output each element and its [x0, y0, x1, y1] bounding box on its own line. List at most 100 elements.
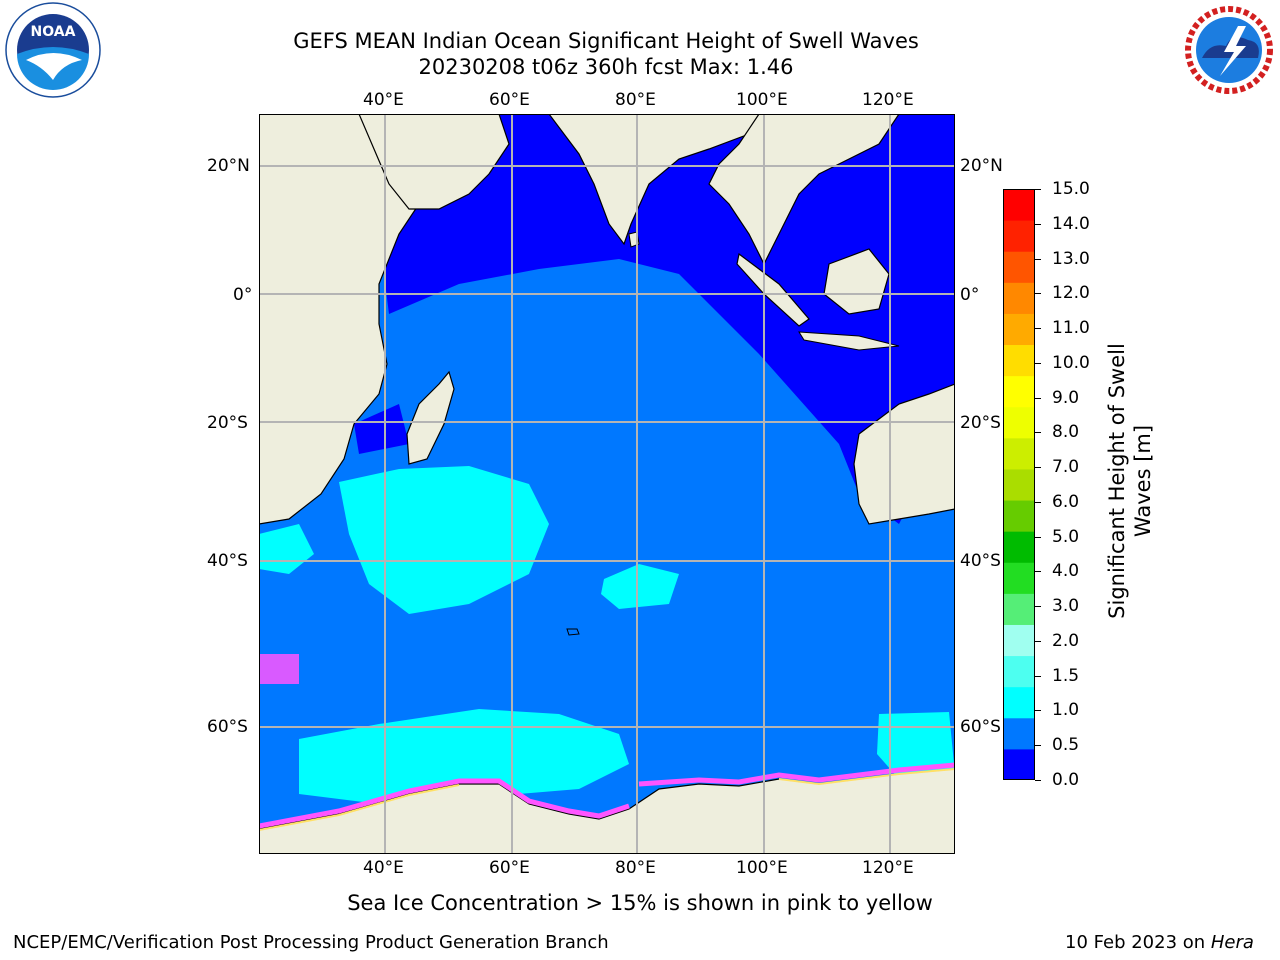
colorbar-segment [1003, 562, 1035, 594]
colorbar-tick-mark [1035, 362, 1041, 364]
colorbar-tick-label: 14.0 [1052, 213, 1090, 234]
colorbar-tick-label: 2.0 [1052, 630, 1080, 651]
colorbar-tick-mark [1035, 432, 1041, 434]
land-java [798, 331, 900, 351]
colorbar-tick-mark [1035, 293, 1041, 295]
colorbar-segment [1003, 406, 1035, 439]
colorbar-tick-mark [1035, 397, 1041, 399]
colorbar-segment [1003, 313, 1035, 346]
colorbar-segment [1003, 655, 1035, 688]
lat-label-left-20n: 20°N [207, 156, 250, 176]
lat-label-right-60s: 60°S [960, 717, 1001, 737]
colorbar-svg [1003, 189, 1035, 781]
colorbar-tick-label: 0.5 [1052, 735, 1080, 756]
land-se-asia [708, 113, 901, 266]
colorbar-segment [1003, 531, 1035, 563]
colorbar-segment [1003, 189, 1035, 221]
colorbar-frame [1003, 189, 1035, 780]
noaa-logo-text: NOAA [31, 24, 76, 40]
colorbar-tick-mark [1035, 189, 1041, 190]
colorbar-tick-label: 3.0 [1052, 596, 1080, 617]
colorbar-tick-mark [1035, 745, 1041, 747]
colorbar-tick-mark [1035, 467, 1041, 469]
colorbar-segment [1003, 468, 1035, 501]
lat-label-left-40s: 40°S [207, 551, 248, 571]
lon-label-top-40e: 40°E [363, 90, 404, 110]
lat-label-left-0: 0° [233, 285, 253, 305]
sea-ice-caption: Sea Ice Concentration > 15% is shown in … [347, 891, 933, 915]
land-australia [853, 383, 956, 525]
footer-right: 10 Feb 2023 on Hera [1065, 932, 1254, 954]
map-svg [258, 113, 956, 855]
colorbar-segment [1003, 593, 1035, 625]
colorbar-segment [1003, 220, 1035, 252]
colorbar-segment [1003, 686, 1035, 719]
sea-ice-fringe-east [638, 762, 956, 787]
sea-ice-fringe [258, 778, 630, 829]
lon-label-top-60e: 60°E [489, 90, 530, 110]
low-swell-north [379, 114, 955, 524]
sea-ice-high [258, 768, 956, 831]
swell-patch-southwest [339, 466, 549, 614]
lon-label-top-80e: 80°E [615, 90, 656, 110]
colorbar-label-line1: Significant Height of Swell [1105, 343, 1129, 619]
nws-logo [1180, 2, 1278, 102]
noaa-logo: NOAA [2, 2, 104, 102]
colorbar-segment [1003, 748, 1035, 781]
lon-label-bottom-100e: 100°E [736, 858, 788, 878]
colorbar-tick-mark [1035, 223, 1041, 225]
colorbar-tick-label: 11.0 [1052, 318, 1090, 339]
lat-label-left-20s: 20°S [207, 413, 248, 433]
lon-label-bottom-60e: 60°E [489, 858, 530, 878]
footer-host: Hera [1210, 932, 1254, 953]
sea-ice-patch [259, 654, 299, 684]
colorbar-tick-label: 7.0 [1052, 457, 1080, 478]
colorbar-tick-mark [1035, 640, 1041, 642]
colorbar-tick-mark [1035, 501, 1041, 503]
colorbar-tick-label: 4.0 [1052, 561, 1080, 582]
map-frame [259, 114, 955, 854]
lon-label-top-120e: 120°E [862, 90, 914, 110]
lon-label-bottom-40e: 40°E [363, 858, 404, 878]
colorbar-tick-label: 12.0 [1052, 283, 1090, 304]
grid-lines [259, 114, 955, 854]
colorbar-segment [1003, 437, 1035, 470]
colorbar-tick-label: 15.0 [1052, 179, 1090, 199]
chart-subtitle: 20230208 t06z 360h fcst Max: 1.46 [418, 55, 794, 79]
colorbar-segment [1003, 717, 1035, 750]
low-swell-madagascar [354, 404, 409, 454]
colorbar-tick-label: 9.0 [1052, 387, 1080, 408]
colorbar-label-line2: Waves [m] [1131, 424, 1155, 538]
lon-label-top-100e: 100°E [736, 90, 788, 110]
map-panel [258, 113, 956, 855]
colorbar-tick-mark [1035, 710, 1041, 712]
colorbar-tick-label: 1.0 [1052, 700, 1080, 721]
colorbar [1003, 189, 1035, 781]
lat-label-right-0: 0° [960, 285, 980, 305]
colorbar-segment [1003, 282, 1035, 314]
colorbar-tick-mark [1035, 328, 1041, 330]
colorbar-tick-mark [1035, 536, 1041, 538]
colorbar-tick-label: 10.0 [1052, 352, 1090, 373]
swell-patch-southeast [877, 712, 955, 779]
colorbar-tick-label: 6.0 [1052, 491, 1080, 512]
colorbar-tick-mark [1035, 675, 1041, 677]
colorbar-tick-mark [1035, 571, 1041, 573]
colorbar-segment [1003, 251, 1035, 283]
lat-label-left-60s: 60°S [207, 717, 248, 737]
chart-title: GEFS MEAN Indian Ocean Significant Heigh… [293, 29, 919, 53]
land-madagascar [406, 370, 455, 465]
colorbar-tick-mark [1035, 606, 1041, 608]
colorbar-tick-label: 5.0 [1052, 526, 1080, 547]
colorbar-tick-label: 0.0 [1052, 770, 1080, 790]
footer-date: 10 Feb 2023 on [1065, 932, 1211, 953]
colorbar-tick-mark [1035, 780, 1041, 781]
land-arabia [358, 113, 510, 210]
colorbar-segment [1003, 375, 1035, 408]
footer-left: NCEP/EMC/Verification Post Processing Pr… [13, 932, 609, 953]
colorbar-segment [1003, 624, 1035, 657]
lat-label-right-40s: 40°S [960, 551, 1001, 571]
lat-label-right-20s: 20°S [960, 413, 1001, 433]
lat-label-right-20n: 20°N [960, 156, 1003, 176]
colorbar-tick-label: 13.0 [1052, 248, 1090, 269]
